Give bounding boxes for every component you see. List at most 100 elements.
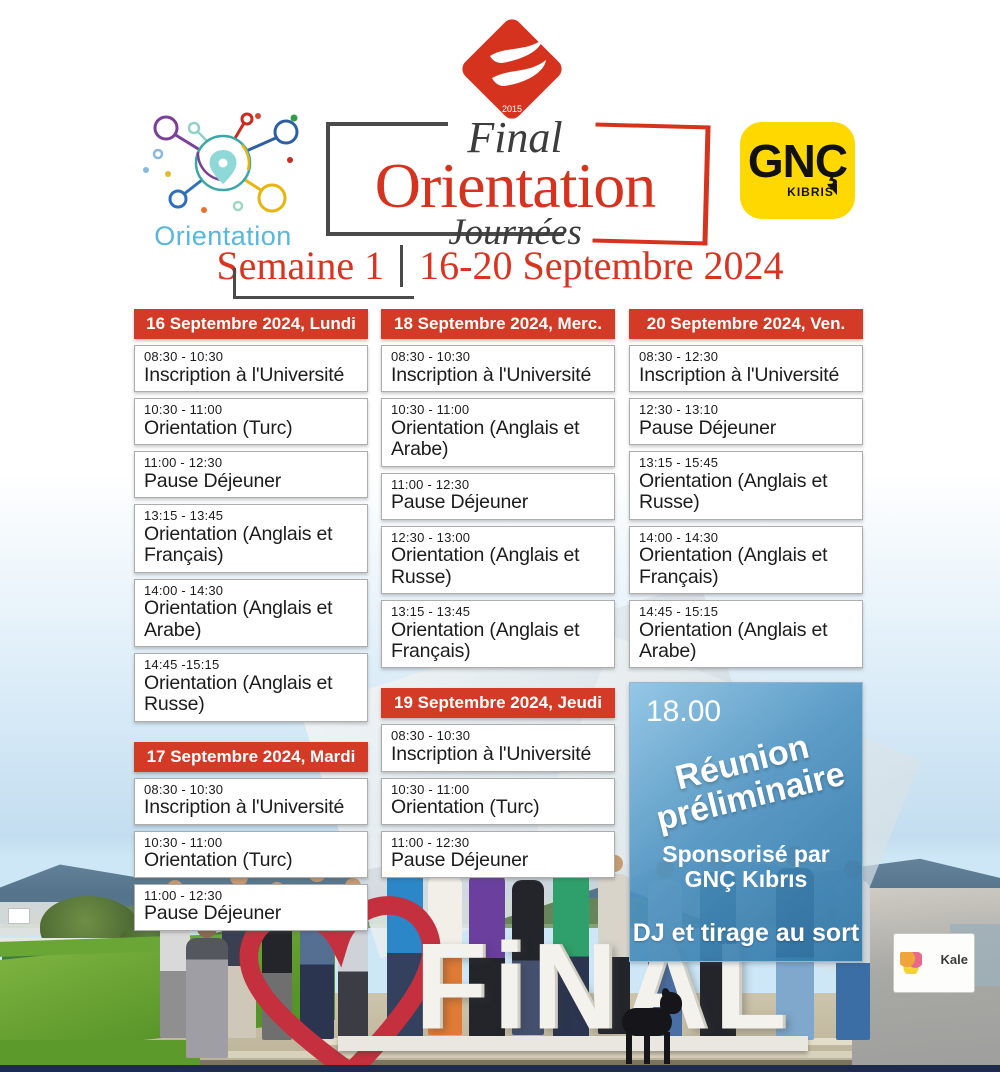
event-card: 11:00 - 12:30 Pause Déjeuner <box>134 451 368 499</box>
day-header: 17 Septembre 2024, Mardi <box>134 741 368 772</box>
event-card: 12:30 - 13:00 Orientation (Anglais et Rus… <box>381 525 615 594</box>
event-time: 08:30 - 12:30 <box>639 349 719 364</box>
event-time: 08:30 - 10:30 <box>391 728 471 744</box>
event-title: Orientation (Anglais et Russe) <box>639 469 828 514</box>
event-title: Orientation (Anglais et Arabe) <box>391 416 580 461</box>
event-title: Pause Déjeuner <box>144 469 282 492</box>
person-figure <box>598 855 630 1034</box>
event-card: 11:00 - 12:30 Pause Déjeuner <box>134 883 368 931</box>
event-title: Inscription à l'Université <box>144 363 345 386</box>
banner-bracket <box>233 268 414 299</box>
person-figure <box>469 851 505 1037</box>
event-time: 10:30 - 11:00 <box>391 402 470 418</box>
event-title: Orientation (Anglais et Arabe) <box>144 597 333 641</box>
person-figure <box>553 847 589 1038</box>
event-card: 11:00 - 12:30 Pause Déjeuner <box>381 830 615 878</box>
event-time: 11:00 - 12:30 <box>144 887 223 903</box>
event-title: Inscription à l'Université <box>391 743 592 766</box>
event-title: Inscription à l'Université <box>144 796 345 819</box>
event-time: 11:00 - 12:30 <box>391 476 470 492</box>
day-header: 19 Septembre 2024, Jeudi <box>381 688 615 719</box>
stair-shadow <box>0 1060 1000 1065</box>
event-card: 13:15 - 15:45 Orientation (Anglais et Rus… <box>629 451 863 520</box>
event-card: 10:30 - 11:00 Orientation (Turc) <box>134 398 368 446</box>
event-title: Orientation (Anglais et Russe) <box>144 671 333 716</box>
event-time: 12:30 - 13:00 <box>391 529 471 545</box>
event-time: 14:00 - 14:30 <box>639 529 719 545</box>
event-time: 10:30 - 11:00 <box>391 781 470 797</box>
event-card: 08:30 - 10:30 Inscription à l'Université <box>134 777 368 825</box>
special-event-sponsor: Sponsorisé par GNÇ Kıbrıs <box>662 840 830 893</box>
event-card: 10:30 - 11:00 Orientation (Turc) <box>134 830 368 878</box>
event-time: 14:45 -15:15 <box>144 657 220 673</box>
kale-truck: Kale <box>893 933 975 993</box>
event-card: 14:45 -15:15 Orientation (Anglais et Russ… <box>134 653 368 722</box>
event-title: Orientation (Anglais et Français) <box>391 618 580 663</box>
day-header: 18 Septembre 2024, Merc. <box>381 309 615 339</box>
event-title: Orientation (Turc) <box>144 849 293 872</box>
special-event-title: Réunion préliminaire <box>652 728 849 839</box>
distant-house <box>8 908 30 924</box>
event-title: Orientation (Turc) <box>391 796 540 819</box>
event-title: Orientation (Anglais et Arabe) <box>639 618 828 663</box>
special-event-card: 18.00 Réunion préliminaire Sponsorisé pa… <box>629 682 863 963</box>
event-time: 13:15 - 15:45 <box>639 455 719 471</box>
event-time: 14:00 - 14:30 <box>144 582 224 598</box>
event-card: 13:15 - 13:45 Orientation (Anglais et Fra… <box>381 600 615 669</box>
event-time: 13:15 - 13:45 <box>391 604 471 619</box>
event-card: 11:00 - 12:30 Pause Déjeuner <box>381 472 615 520</box>
event-time: 13:15 - 13:45 <box>144 508 224 524</box>
event-title: Orientation (Turc) <box>144 416 293 439</box>
event-title: Pause Déjeuner <box>391 491 529 514</box>
event-time: 10:30 - 11:00 <box>144 834 223 850</box>
event-title: Pause Déjeuner <box>391 849 529 872</box>
day-header: 16 Septembre 2024, Lundi <box>134 309 368 339</box>
event-time: 08:30 - 10:30 <box>144 781 224 797</box>
event-title: Inscription à l'Université <box>391 363 592 386</box>
bottom-navy-strip <box>0 1065 1000 1072</box>
event-title: Pause Déjeuner <box>144 902 282 925</box>
person-figure <box>512 861 544 1035</box>
event-time: 14:45 - 15:15 <box>639 604 719 619</box>
day-header: 20 Septembre 2024, Ven. <box>629 309 863 339</box>
event-card: 08:30 - 10:30 Inscription à l'Université <box>381 724 615 772</box>
schedule-column-monday-tuesday: 16 Septembre 2024, Lundi 08:30 - 10:30 Ins… <box>134 309 368 937</box>
event-card: 14:00 - 14:30 Orientation (Anglais et Ara… <box>134 578 368 648</box>
event-card: 10:30 - 11:00 Orientation (Anglais et Ara… <box>381 398 615 467</box>
stair-step <box>180 1051 960 1058</box>
event-card: 08:30 - 12:30 Inscription à l'Université <box>629 345 863 393</box>
event-card: 08:30 - 10:30 Inscription à l'Université <box>381 345 615 393</box>
event-card: 08:30 - 10:30 Inscription à l'Université <box>134 345 368 393</box>
schedule-column-wednesday-thursday: 18 Septembre 2024, Merc. 08:30 - 10:30 Ins… <box>381 309 615 884</box>
week-title: Semaine 1 <box>216 243 385 288</box>
banner-separator <box>400 245 404 287</box>
event-title: Pause Déjeuner <box>639 416 777 439</box>
event-title: Orientation (Anglais et Français) <box>639 544 828 588</box>
event-card: 14:45 - 15:15 Orientation (Anglais et Ara… <box>629 600 863 669</box>
special-event-time: 18.00 <box>646 695 722 729</box>
schedule-column-friday: 20 Septembre 2024, Ven. 08:30 - 12:30 Insc… <box>629 309 863 963</box>
event-title: Orientation (Anglais et Français) <box>144 522 333 567</box>
special-event-note: DJ et tirage au sort <box>632 919 860 947</box>
truck-logo-icon <box>900 952 922 974</box>
event-card: 14:00 - 14:30 Orientation (Anglais et Fra… <box>629 525 863 594</box>
event-time: 08:30 - 10:30 <box>144 349 224 364</box>
event-time: 08:30 - 10:30 <box>391 349 471 364</box>
event-time: 12:30 - 13:10 <box>639 402 719 418</box>
week-dates: 16-20 Septembre 2024 <box>419 243 784 288</box>
person-figure <box>186 918 228 1058</box>
event-card: 13:15 - 13:45 Orientation (Anglais et Fra… <box>134 504 368 573</box>
event-time: 11:00 - 12:30 <box>391 834 470 850</box>
event-card: 10:30 - 11:00 Orientation (Turc) <box>381 777 615 825</box>
dog-silhouette <box>622 987 694 1066</box>
sign-platform <box>338 1036 808 1051</box>
event-title: Orientation (Anglais et Russe) <box>391 544 580 588</box>
event-time: 10:30 - 11:00 <box>144 402 223 418</box>
event-title: Inscription à l'Université <box>639 363 840 386</box>
event-card: 12:30 - 13:10 Pause Déjeuner <box>629 398 863 446</box>
truck-label: Kale <box>940 952 968 967</box>
event-time: 11:00 - 12:30 <box>144 455 223 471</box>
week-banner: Semaine 1 16-20 Septembre 2024 <box>0 242 1000 299</box>
